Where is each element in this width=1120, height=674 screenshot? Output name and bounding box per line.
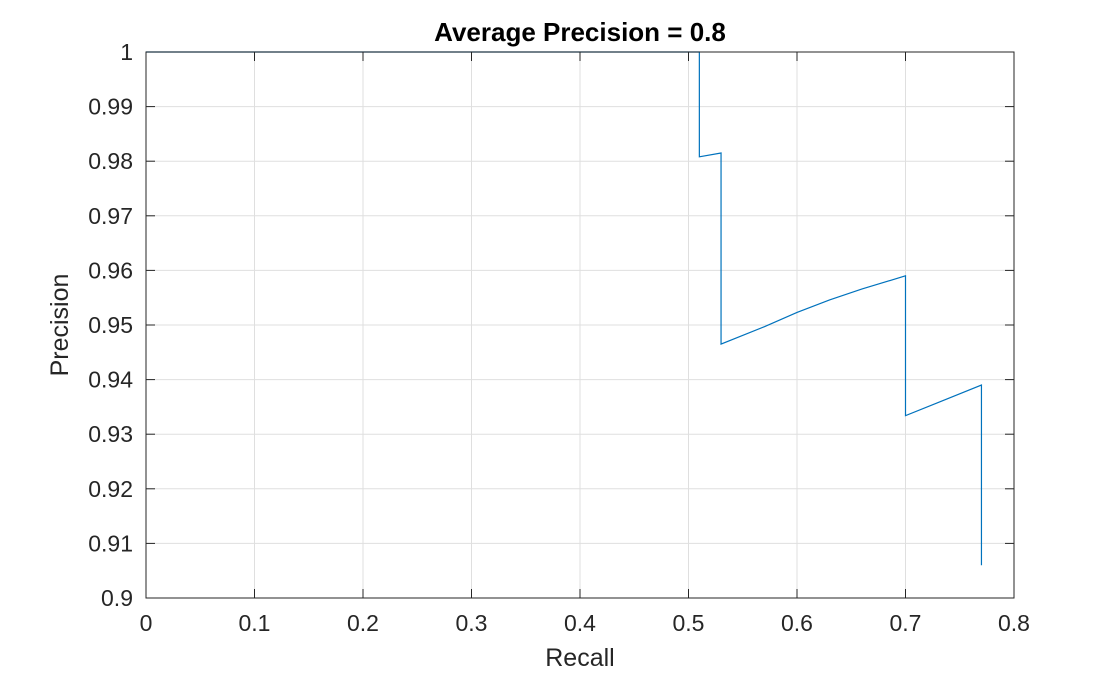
y-axis-label: Precision	[46, 274, 74, 377]
y-tick-label: 0.99	[88, 94, 133, 120]
y-tick-label: 0.94	[88, 367, 133, 393]
y-tick-label: 0.95	[88, 312, 133, 338]
x-tick-label: 0.1	[239, 610, 271, 636]
tick-marks	[145, 51, 1015, 599]
x-tick-label: 0.4	[564, 610, 596, 636]
y-tick-label: 0.92	[88, 476, 133, 502]
x-tick-label: 0.6	[781, 610, 813, 636]
x-tick-labels: 0 0.1 0.2 0.3 0.4 0.5 0.6 0.7 0.8	[140, 610, 1030, 636]
y-tick-labels: 0.9 0.91 0.92 0.93 0.94 0.95 0.96 0.97 0.98 0.99 1	[88, 39, 133, 611]
x-tick-label: 0	[140, 610, 153, 636]
y-tick-label: 1	[120, 39, 133, 65]
y-tick-label: 0.98	[88, 148, 133, 174]
x-tick-label: 0.7	[890, 610, 922, 636]
y-tick-label: 0.97	[88, 203, 133, 229]
grid-lines	[145, 51, 1015, 599]
series-layer	[146, 51, 983, 566]
x-tick-label: 0.5	[673, 610, 705, 636]
x-tick-label: 0.3	[456, 610, 488, 636]
y-tick-label: 0.93	[88, 421, 133, 447]
y-tick-label: 0.91	[88, 530, 133, 556]
x-axis-label: Recall	[545, 644, 614, 672]
y-tick-label: 0.9	[101, 585, 133, 611]
x-tick-label: 0.2	[347, 610, 379, 636]
y-tick-label: 0.96	[88, 257, 133, 283]
precision-recall-line	[146, 51, 983, 566]
x-tick-label: 0.8	[998, 610, 1030, 636]
chart-title: Average Precision = 0.8	[434, 17, 726, 47]
